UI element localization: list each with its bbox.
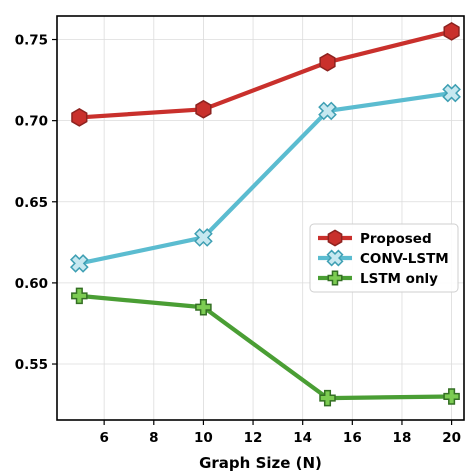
legend-box [309,223,459,293]
series-line [79,29,453,120]
legend-item: LSTM only [318,270,438,287]
legend-item: Proposed [318,229,432,247]
y-tick-label: 0.55 [15,357,48,373]
legend: Proposed CONV-LSTM LSTM only [309,223,459,293]
series-conv-lstm [69,83,461,273]
data-point-marker [195,99,212,119]
x-axis-label: Graph Size (N) [199,454,322,472]
data-point-marker [71,287,88,305]
x-tick-label: 14 [293,430,312,446]
x-tick-label: 18 [393,430,412,446]
y-tick-label: 0.65 [15,195,48,211]
plot-frame [56,15,465,421]
x-tick-label: 10 [194,430,213,446]
series-line [79,293,452,401]
series-proposed [71,22,460,127]
y-tick-label: 0.70 [15,114,48,130]
data-point-marker [442,83,461,103]
data-point-marker [443,388,460,405]
x-tick-label: 20 [442,430,461,446]
x-tick-label: 16 [343,430,362,446]
series-lstm-only [71,287,460,407]
data-point-marker [319,52,336,72]
y-tick-label: 0.75 [15,33,48,49]
x-tick-label: 12 [244,430,263,446]
data-point-marker [326,249,344,267]
x-tick-label: 8 [149,430,158,446]
legend-label: CONV-LSTM [360,251,449,267]
data-point-marker [319,389,336,407]
data-point-marker [443,22,460,41]
legend-item: CONV-LSTM [318,249,449,267]
data-point-marker [195,298,212,316]
data-point-marker [69,254,89,273]
data-point-marker [327,270,343,286]
y-tick-label: 0.60 [15,276,48,292]
series-layer [69,22,461,407]
grid-lines [57,16,464,420]
data-point-marker [71,108,88,127]
data-point-marker [318,101,337,121]
series-line [78,90,452,266]
x-tick-label: 6 [99,430,108,446]
legend-label: LSTM only [360,271,438,287]
legend-label: Proposed [360,231,432,247]
data-point-marker [194,228,213,247]
data-point-marker [327,229,343,247]
axis-ticks: 6 8 10 12 14 16 18 20 0.55 0.60 0.65 0.70 0.75 [15,33,461,446]
